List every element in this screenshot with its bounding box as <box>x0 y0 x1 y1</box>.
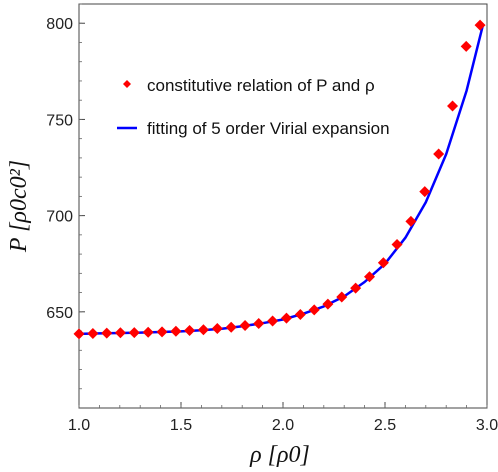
data-point <box>267 315 279 327</box>
data-point <box>474 19 486 31</box>
x-tick-label: 1.5 <box>170 417 192 434</box>
x-tick-label: 3.0 <box>476 417 498 434</box>
data-point <box>433 148 445 160</box>
x-tick-label: 1.0 <box>68 417 90 434</box>
y-tick-label: 800 <box>46 16 73 33</box>
data-point <box>239 319 251 331</box>
data-point <box>87 328 99 340</box>
data-point <box>211 323 223 335</box>
x-axis-ticks: 1.0 1.5 2.0 2.5 3.0 <box>68 402 498 434</box>
data-point <box>391 238 403 250</box>
data-point <box>253 318 265 330</box>
y-tick-label: 700 <box>46 209 73 226</box>
data-point <box>128 327 140 339</box>
x-tick-label: 2.0 <box>272 417 294 434</box>
data-point <box>308 304 320 316</box>
data-point <box>73 328 85 340</box>
data-point <box>101 327 113 339</box>
data-point <box>156 326 168 338</box>
data-point <box>114 327 126 339</box>
y-axis-title: P [ρ0c0²] <box>6 160 32 253</box>
y-axis-ticks: 650 700 750 800 <box>46 3 85 390</box>
fit-curve-layer <box>78 24 485 336</box>
data-points-layer <box>73 19 486 340</box>
data-point <box>419 186 431 198</box>
data-point <box>405 215 417 227</box>
data-point <box>197 324 209 336</box>
data-point <box>280 312 292 324</box>
y-tick-label: 750 <box>46 112 73 129</box>
data-point <box>225 321 237 333</box>
x-tick-label: 2.5 <box>374 417 396 434</box>
legend-label-points: constitutive relation of P and ρ <box>147 76 375 95</box>
data-point <box>363 271 375 283</box>
data-point <box>336 291 348 303</box>
data-point <box>142 326 154 338</box>
legend: constitutive relation of P and ρ fitting… <box>117 76 390 138</box>
data-point <box>294 309 306 321</box>
data-point <box>460 40 472 52</box>
legend-label-line: fitting of 5 order Virial expansion <box>147 119 390 138</box>
x-axis-title: ρ [ρ0] <box>249 442 310 468</box>
fit-curve <box>78 24 485 336</box>
data-point <box>184 324 196 336</box>
y-tick-label: 650 <box>46 305 73 322</box>
plot-frame <box>78 3 488 409</box>
data-point <box>350 282 362 294</box>
data-point <box>322 298 334 310</box>
legend-marker-points <box>123 80 131 88</box>
data-point <box>170 325 182 337</box>
data-point <box>447 100 459 112</box>
data-point <box>377 257 389 269</box>
